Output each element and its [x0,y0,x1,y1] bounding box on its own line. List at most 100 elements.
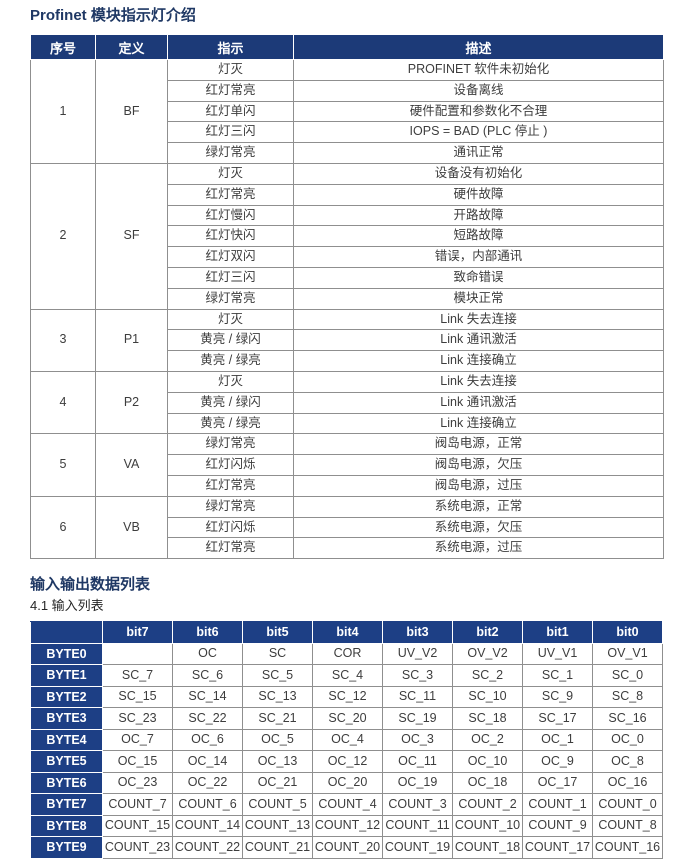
led-indication-cell: 灯灭 [167,370,294,393]
led-indication-cell: 绿灯常亮 [167,495,294,518]
led-table-row: 红灯闪烁 系统电源，欠压 [31,516,664,539]
io-bit-value-cell: COUNT_0 [592,793,663,816]
led-indication-cell: 红灯常亮 [167,79,294,102]
led-table-row: 红灯三闪 致命错误 [31,266,664,289]
led-indication-cell: 红灯慢闪 [167,204,294,227]
led-table-row: 黄亮 / 绿闪 Link 通讯激活 [31,329,664,352]
io-table-row: BYTE7 COUNT_7 COUNT_6 COUNT_5 COUNT_4 COUNT_3… [30,793,663,816]
io-bit-value-cell: SC_23 [102,707,173,730]
led-description-cell: 阀岛电源，欠压 [293,454,664,476]
io-bit-column-header: bit5 [242,621,313,644]
led-description-cell: 致命错误 [293,266,664,289]
led-indication-cell: 红灯闪烁 [167,454,294,476]
led-table-row: 6 VB 绿灯常亮 系统电源，正常 [30,495,664,560]
io-bit-value-cell: COUNT_4 [312,793,383,816]
section-title-led-intro: Profinet 模块指示灯介绍 [30,7,196,24]
led-description-cell: Link 失去连接 [293,370,664,393]
io-table-row: BYTE2 SC_15 SC_14 SC_13 SC_12 SC_11 SC_10 SC_9 S… [30,685,663,709]
led-table-row: 红灯三闪 IOPS = BAD (PLC 停止 ) [31,121,664,144]
led-group-number: 5 [30,433,96,497]
led-indication-cell: 红灯三闪 [167,266,294,289]
io-bit-value-cell: SC_20 [312,707,383,730]
io-bit-value-cell [102,642,173,666]
led-column-header: 指示 [167,34,294,60]
io-bit-value-cell: OC_20 [312,771,383,795]
io-bit-value-cell: OC_1 [522,728,593,752]
led-indication-cell: 绿灯常亮 [167,142,294,164]
led-table-row: 绿灯常亮 模块正常 [31,287,664,310]
led-table-row: 红灯常亮 系统电源，过压 [31,537,664,560]
io-bit-value-cell: SC_15 [102,685,173,709]
io-byte-row-label: BYTE9 [30,836,103,859]
io-bit-value-cell: SC_8 [592,685,663,709]
io-bit-value-cell: COUNT_7 [102,793,173,816]
io-bit-value-cell: OV_V2 [452,642,523,666]
io-bit-value-cell: SC_2 [452,664,523,687]
io-table-row: BYTE3 SC_23 SC_22 SC_21 SC_20 SC_19 SC_18 SC_17… [30,707,663,730]
io-bit-value-cell: COUNT_6 [172,793,243,816]
led-indication-cell: 黄亮 / 绿闪 [167,329,294,352]
io-bit-column-header: bit2 [452,621,523,644]
led-description-cell: 阀岛电源，正常 [293,433,664,456]
led-table-row: 红灯单闪 硬件配置和参数化不合理 [31,100,664,123]
io-byte-row-label: BYTE3 [30,707,103,730]
led-group-definition: P1 [95,308,168,372]
io-bit-value-cell: OC_0 [592,728,663,752]
io-bit-value-cell: COUNT_12 [312,814,383,838]
io-bit-value-cell: COUNT_22 [172,836,243,859]
io-bit-value-cell: OC_19 [382,771,453,795]
io-bit-value-cell: OC_7 [102,728,173,752]
io-bit-column-header: bit7 [102,621,173,644]
io-bit-value-cell: OC_2 [452,728,523,752]
led-indication-cell: 黄亮 / 绿闪 [167,391,294,414]
led-indication-cell: 红灯单闪 [167,100,294,123]
led-description-cell: 硬件故障 [293,183,664,206]
io-byte-row-label: BYTE1 [30,664,103,687]
led-column-header: 描述 [293,34,664,60]
led-indication-cell: 灯灭 [167,308,294,331]
led-description-cell: 阀岛电源，过压 [293,474,664,497]
io-bit-value-cell: OC [172,642,243,666]
io-bit-value-cell: SC_12 [312,685,383,709]
led-description-cell: Link 失去连接 [293,308,664,331]
io-bit-value-cell: COUNT_14 [172,814,243,838]
io-bit-value-cell: SC_1 [522,664,593,687]
io-bit-value-cell: OC_22 [172,771,243,795]
led-group-number: 3 [30,308,96,372]
io-table-row: BYTE8 COUNT_15 COUNT_14 COUNT_13 COUNT_12 COU… [30,814,663,838]
led-group-number: 6 [30,495,96,560]
io-bit-value-cell: SC [242,642,313,666]
io-bit-value-cell: COUNT_11 [382,814,453,838]
io-bit-value-cell: SC_19 [382,707,453,730]
led-description-cell: 设备离线 [293,79,664,102]
led-group-definition: VB [95,495,168,560]
led-description-cell: 系统电源，欠压 [293,516,664,539]
io-bit-value-cell: OC_16 [592,771,663,795]
io-bit-value-cell: OC_3 [382,728,453,752]
io-bit-value-cell: COUNT_8 [592,814,663,838]
io-bit-value-cell: UV_V1 [522,642,593,666]
led-indication-cell: 黄亮 / 绿亮 [167,350,294,372]
led-table-row: 4 P2 灯灭 Link 失去连接 [30,370,664,435]
io-bit-value-cell: SC_11 [382,685,453,709]
io-table-row: BYTE9 COUNT_23 COUNT_22 COUNT_21 COUNT_20 COU… [30,836,663,859]
io-table-row: BYTE6 OC_23 OC_22 OC_21 OC_20 OC_19 OC_18 OC_17… [30,771,663,795]
io-bit-value-cell: OC_5 [242,728,313,752]
io-bit-value-cell: OC_10 [452,750,523,773]
io-byte-row-label: BYTE4 [30,728,103,752]
io-byte-row-label: BYTE8 [30,814,103,838]
io-bit-value-cell: COUNT_9 [522,814,593,838]
led-table-row: 3 P1 灯灭 Link 失去连接 [30,308,664,372]
led-indication-cell: 红灯快闪 [167,225,294,248]
io-byte-row-label: BYTE5 [30,750,103,773]
led-column-header: 序号 [30,34,96,60]
io-bit-value-cell: OC_14 [172,750,243,773]
io-bit-value-cell: COUNT_16 [592,836,663,859]
led-table-row: 5 VA 绿灯常亮 阀岛电源，正常 [30,433,664,497]
led-description-cell: Link 通讯激活 [293,391,664,414]
led-indication-cell: 红灯常亮 [167,537,294,560]
io-bit-value-cell: SC_7 [102,664,173,687]
io-bit-value-cell: SC_21 [242,707,313,730]
io-bit-value-cell: SC_22 [172,707,243,730]
led-indicator-table: 序号 定义 指示 描述 1 BF 灯灭 PROFINET 软件未初始化 红灯常亮 设备离线 红灯单… [30,34,664,560]
